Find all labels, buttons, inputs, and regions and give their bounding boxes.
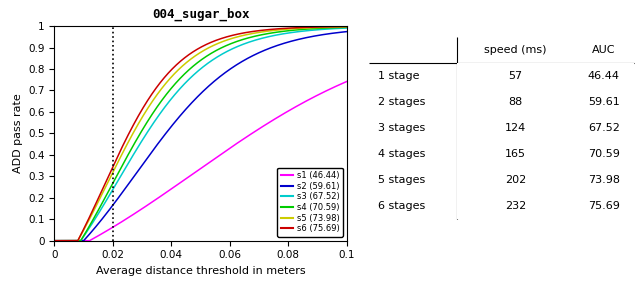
s6 (75.69) xyxy=(343,25,351,28)
Line: s6 (75.69): s6 (75.69) xyxy=(54,26,347,241)
s4 (70.59) xyxy=(169,85,177,88)
s4 (70.59) xyxy=(343,26,351,29)
Legend: s1 (46.44), s2 (59.61), s3 (67.52), s4 (70.59), s5 (73.98), s6 (75.69): s1 (46.44), s2 (59.61), s3 (67.52), s4 (… xyxy=(277,168,342,237)
s4 (70.59) xyxy=(278,30,286,33)
s6 (75.69) xyxy=(169,67,177,70)
s4 (70.59) xyxy=(81,233,88,237)
s3 (67.52) xyxy=(284,31,291,35)
s2 (59.61) xyxy=(278,42,286,46)
s5 (73.98) xyxy=(278,28,286,31)
s5 (73.98) xyxy=(51,239,58,242)
s1 (46.44) xyxy=(278,113,286,116)
s4 (70.59) xyxy=(284,29,291,32)
X-axis label: Average distance threshold in meters: Average distance threshold in meters xyxy=(96,266,305,276)
s2 (59.61) xyxy=(252,53,259,56)
s1 (46.44) xyxy=(81,239,88,242)
Line: s3 (67.52): s3 (67.52) xyxy=(54,28,347,241)
s2 (59.61) xyxy=(169,123,177,126)
s2 (59.61) xyxy=(284,41,291,44)
Line: s5 (73.98): s5 (73.98) xyxy=(54,27,347,241)
s2 (59.61) xyxy=(343,30,351,33)
s5 (73.98) xyxy=(169,74,177,77)
s1 (46.44) xyxy=(179,179,187,182)
s3 (67.52) xyxy=(252,39,259,42)
s1 (46.44) xyxy=(343,80,351,83)
s1 (46.44) xyxy=(169,186,177,190)
s6 (75.69) xyxy=(284,26,291,30)
s3 (67.52) xyxy=(169,95,177,99)
s6 (75.69) xyxy=(51,239,58,242)
s1 (46.44) xyxy=(284,110,291,113)
s6 (75.69) xyxy=(252,29,259,33)
s6 (75.69) xyxy=(278,27,286,30)
Line: s2 (59.61): s2 (59.61) xyxy=(54,32,347,241)
s6 (75.69) xyxy=(179,57,187,61)
Line: s4 (70.59): s4 (70.59) xyxy=(54,27,347,241)
s5 (73.98) xyxy=(81,227,88,231)
s3 (67.52) xyxy=(343,26,351,30)
s6 (75.69) xyxy=(81,226,88,230)
Title: 004_sugar_box: 004_sugar_box xyxy=(152,8,250,21)
s5 (73.98) xyxy=(252,31,259,35)
s1 (46.44) xyxy=(252,130,259,133)
s4 (70.59) xyxy=(179,74,187,77)
s3 (67.52) xyxy=(81,234,88,237)
s5 (73.98) xyxy=(284,27,291,31)
Y-axis label: ADD pass rate: ADD pass rate xyxy=(13,93,22,173)
s3 (67.52) xyxy=(278,32,286,36)
s3 (67.52) xyxy=(179,84,187,87)
s3 (67.52) xyxy=(51,239,58,242)
s2 (59.61) xyxy=(51,239,58,242)
s5 (73.98) xyxy=(179,64,187,67)
s2 (59.61) xyxy=(81,238,88,242)
s5 (73.98) xyxy=(343,25,351,28)
s4 (70.59) xyxy=(51,239,58,242)
s4 (70.59) xyxy=(252,35,259,38)
s2 (59.61) xyxy=(179,110,187,114)
s1 (46.44) xyxy=(51,239,58,242)
Line: s1 (46.44): s1 (46.44) xyxy=(54,81,347,241)
